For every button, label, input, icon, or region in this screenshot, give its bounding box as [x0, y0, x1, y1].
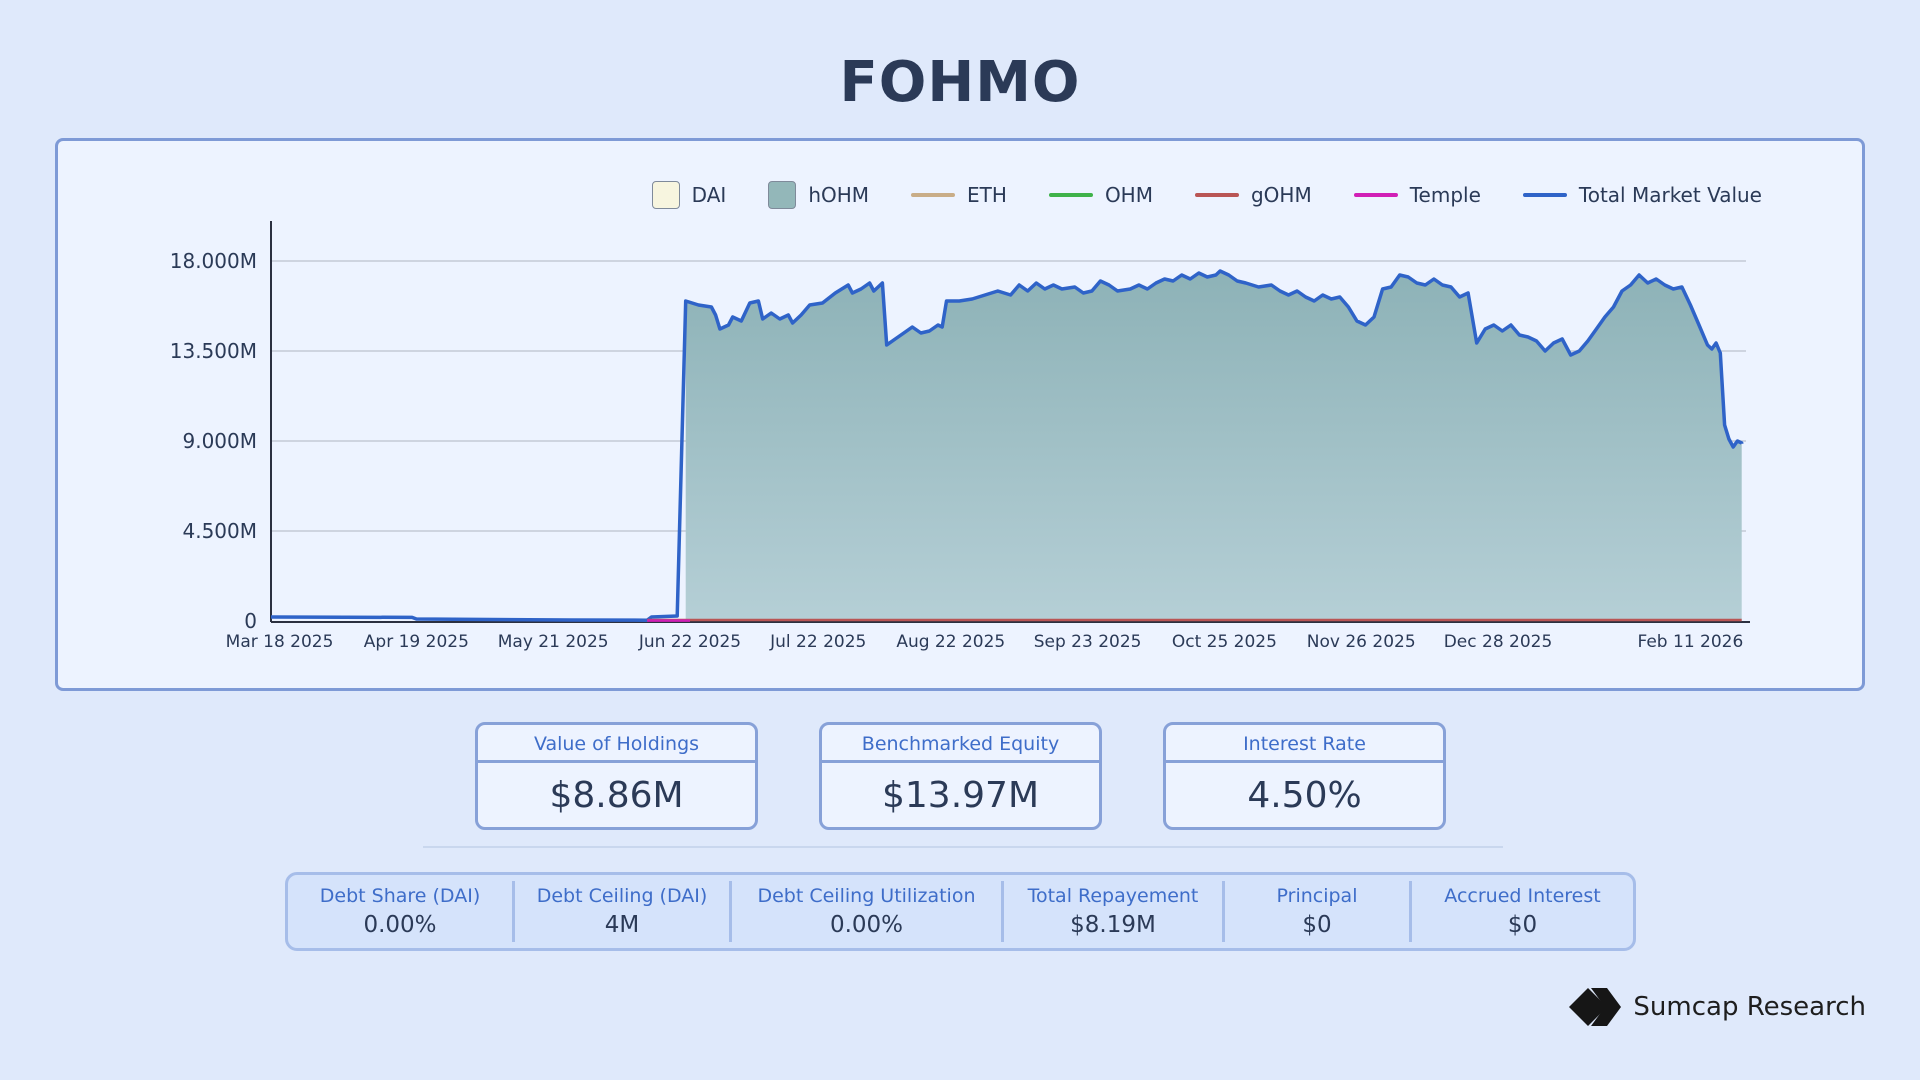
legend-swatch-ohm — [1048, 193, 1093, 197]
legend-swatch-dai — [651, 181, 680, 209]
y-tick-label: 9.000M — [182, 429, 257, 453]
legend-item-gohm[interactable]: gOHM — [1194, 183, 1312, 207]
kpi-label: Value of Holdings — [478, 725, 755, 763]
x-tick-label: Nov 26 2025 — [1307, 632, 1416, 652]
section-divider — [423, 846, 1503, 848]
x-tick-label: Jun 22 2025 — [638, 632, 741, 652]
legend-item-ohm[interactable]: OHM — [1048, 183, 1153, 207]
stat-principal: Principal $0 — [1225, 881, 1412, 942]
y-tick-label: 4.500M — [182, 519, 257, 543]
x-tick-label: Sep 23 2025 — [1034, 632, 1142, 652]
stat-label: Total Repayement — [1027, 884, 1199, 907]
x-tick-label: Apr 19 2025 — [364, 632, 469, 652]
x-tick-label: Aug 22 2025 — [896, 632, 1005, 652]
stat-debt-share: Debt Share (DAI) 0.00% — [288, 881, 515, 942]
legend-item-dai[interactable]: DAI — [651, 181, 727, 209]
stat-value: $0 — [1507, 911, 1538, 938]
stat-value: 0.00% — [363, 911, 437, 938]
y-tick-label: 13.500M — [170, 339, 257, 363]
stat-total-repayement: Total Repayement $8.19M — [1004, 881, 1225, 942]
chart-legend: DAI hOHM ETH OHM gOHM Temple Total Marke… — [651, 181, 1762, 209]
stat-value: $8.19M — [1070, 911, 1156, 938]
legend-swatch-hohm — [768, 181, 797, 209]
x-tick-label: Dec 28 2025 — [1444, 632, 1553, 652]
stat-label: Accrued Interest — [1444, 884, 1601, 907]
legend-label: ETH — [967, 183, 1007, 207]
kpi-value: $13.97M — [881, 775, 1040, 816]
legend-swatch-gohm — [1194, 193, 1239, 197]
legend-label: gOHM — [1250, 183, 1312, 207]
legend-item-eth[interactable]: ETH — [911, 183, 1007, 207]
stat-debt-ceiling: Debt Ceiling (DAI) 4M — [515, 881, 732, 942]
kpi-interest-rate: Interest Rate 4.50% — [1163, 722, 1446, 830]
x-tick-label: May 21 2025 — [498, 632, 609, 652]
legend-swatch-eth — [911, 193, 956, 197]
legend-label: DAI — [691, 183, 727, 207]
y-tick-label: 18.000M — [170, 249, 257, 273]
kpi-label: Benchmarked Equity — [822, 725, 1099, 763]
hohm-area — [685, 271, 1742, 621]
legend-item-total-market-value[interactable]: Total Market Value — [1522, 183, 1762, 207]
legend-item-temple[interactable]: Temple — [1353, 183, 1481, 207]
stat-label: Debt Share (DAI) — [319, 884, 481, 907]
stat-value: 0.00% — [829, 911, 904, 938]
series-line-total-market-value — [270, 269, 1744, 622]
legend-label: OHM — [1104, 183, 1153, 207]
legend-label: Total Market Value — [1578, 183, 1762, 207]
stat-value: $0 — [1302, 911, 1332, 938]
x-tick-label: Jul 22 2025 — [769, 632, 866, 652]
legend-label: hOHM — [808, 183, 870, 207]
stat-label: Debt Ceiling (DAI) — [536, 884, 708, 907]
legend-swatch-temple — [1353, 193, 1398, 197]
stat-debt-ceiling-utilization: Debt Ceiling Utilization 0.00% — [732, 881, 1004, 942]
kpi-benchmarked-equity: Benchmarked Equity $13.97M — [819, 722, 1102, 830]
kpi-value-of-holdings: Value of Holdings $8.86M — [475, 722, 758, 830]
legend-label: Temple — [1409, 183, 1481, 207]
chart-panel: 0 4.500M 9.000M 13.500M 18.000M Mar 18 2025 Ap… — [55, 138, 1865, 691]
kpi-value: $8.86M — [549, 775, 684, 816]
kpi-value: 4.50% — [1247, 775, 1362, 816]
x-tick-label: Oct 25 2025 — [1172, 632, 1277, 652]
kpi-label: Interest Rate — [1166, 725, 1443, 763]
area-chart: 0 4.500M 9.000M 13.500M 18.000M Mar 18 2025 Ap… — [170, 221, 1750, 652]
y-tick-label: 0 — [244, 609, 257, 633]
brand: Sumcap Research — [1569, 988, 1866, 1026]
stat-accrued-interest: Accrued Interest $0 — [1412, 881, 1633, 942]
debt-stats-bar: Debt Share (DAI) 0.00% Debt Ceiling (DAI… — [285, 872, 1636, 951]
x-tick-label: Mar 18 2025 — [226, 632, 334, 652]
page-title: FOHMO — [839, 50, 1081, 115]
x-tick-label: Feb 11 2026 — [1638, 632, 1744, 652]
stat-label: Principal — [1276, 884, 1358, 907]
sumcap-logo-icon — [1569, 988, 1622, 1026]
stat-value: 4M — [604, 911, 640, 938]
stat-label: Debt Ceiling Utilization — [757, 884, 976, 907]
brand-name: Sumcap Research — [1633, 992, 1866, 1022]
legend-swatch-total-market-value — [1522, 193, 1567, 197]
legend-item-hohm[interactable]: hOHM — [768, 181, 869, 209]
